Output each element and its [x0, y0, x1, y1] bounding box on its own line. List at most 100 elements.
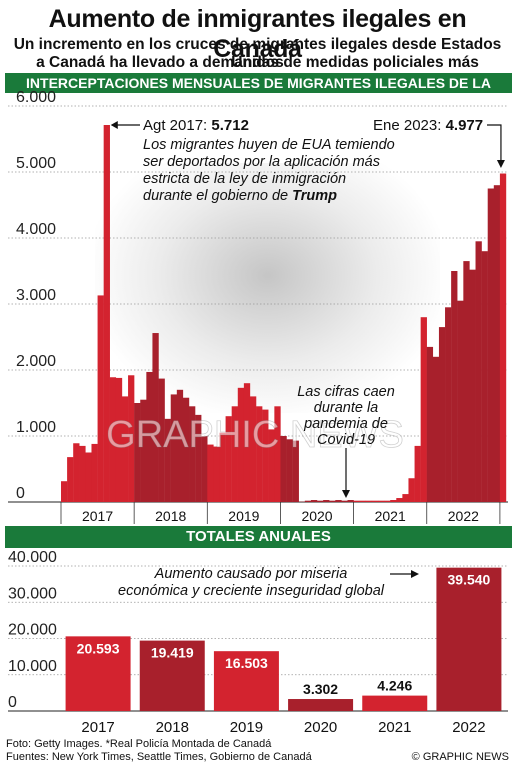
monthly-bar [274, 406, 281, 502]
monthly-bar [359, 500, 366, 502]
jan-2023-label-prefix: Ene 2023: [373, 117, 446, 134]
monthly-bar [268, 429, 275, 502]
monthly-bar [140, 399, 147, 502]
monthly-bar [445, 307, 452, 502]
annual-x-label: 2017 [81, 719, 114, 736]
covid-annotation: pandemia de [303, 416, 388, 432]
monthly-y-tick-label: 6.000 [16, 89, 56, 106]
monthly-bar [292, 440, 299, 502]
monthly-bar [195, 414, 202, 502]
monthly-bar [457, 300, 464, 502]
monthly-bar [97, 295, 104, 502]
peak-2017-explanation: durante el gobierno de Trump [143, 188, 337, 204]
monthly-bar [475, 241, 482, 503]
annual-bar [362, 695, 428, 711]
monthly-bar [438, 327, 446, 502]
jan-2023-label: Ene 2023: 4.977 [373, 117, 483, 134]
monthly-bar [128, 375, 135, 502]
annual-y-tick-label: 20.000 [8, 622, 57, 639]
monthly-bar [353, 500, 360, 502]
monthly-year-label: 2017 [82, 508, 113, 524]
monthly-bar [420, 317, 427, 502]
monthly-bar [85, 452, 92, 502]
monthly-bar [323, 500, 330, 502]
annual-value-label: 3.302 [303, 681, 338, 697]
monthly-chart-title: INTERCEPTACIONES MENSUALES DE MIGRANTES … [5, 73, 512, 111]
monthly-bar [164, 418, 171, 502]
jan-2023-arrow [487, 124, 502, 160]
monthly-bar [402, 494, 409, 502]
monthly-bar [371, 500, 379, 502]
monthly-bar [463, 261, 470, 502]
subtitle-line-1: Un incremento en los cruces de migrantes… [13, 36, 502, 71]
monthly-bar [262, 409, 269, 502]
monthly-bar [256, 406, 263, 502]
monthly-year-label: 2022 [448, 508, 479, 524]
monthly-bar [377, 500, 385, 502]
monthly-y-tick-label: 4.000 [16, 221, 56, 238]
monthly-bar [103, 125, 110, 503]
annual-x-label: 2021 [378, 719, 411, 736]
monthly-y-tick-label: 2.000 [16, 353, 56, 370]
annual-y-tick-label: 10.000 [8, 658, 57, 675]
annual-value-label: 20.593 [77, 640, 120, 656]
monthly-year-label: 2021 [375, 508, 406, 524]
monthly-bar [182, 397, 190, 502]
monthly-bar [365, 500, 373, 502]
monthly-bar [432, 356, 440, 502]
peak-2017-emphasis: Trump [292, 188, 337, 204]
peak-2017-explanation: Los migrantes huyen de EUA temiendo [143, 137, 395, 153]
monthly-bar [231, 406, 238, 502]
monthly-bar [225, 416, 232, 502]
monthly-year-label: 2020 [301, 508, 332, 524]
watermark: GRAPHIC NEWS [106, 414, 404, 456]
monthly-bar [237, 387, 245, 502]
monthly-bar [329, 500, 336, 502]
annual-value-label: 16.503 [225, 655, 268, 671]
monthly-bar [152, 333, 159, 502]
jan-2023-arrowhead [496, 160, 505, 168]
monthly-bar [347, 500, 354, 502]
annual-annotation: económica y creciente inseguridad global [118, 583, 385, 599]
peak-2017-explanation: ser deportados por la aplicación más [143, 154, 380, 170]
annual-x-label: 2019 [230, 719, 263, 736]
annual-x-label: 2020 [304, 719, 337, 736]
annual-bar [213, 651, 279, 711]
monthly-bar [79, 445, 86, 502]
annual-bar [288, 699, 354, 711]
annual-bar [65, 636, 131, 711]
monthly-bar [310, 500, 318, 502]
monthly-bar [146, 371, 153, 502]
monthly-bar [219, 432, 226, 502]
annual-bar [139, 640, 205, 711]
annual-x-label: 2022 [452, 719, 485, 736]
jan-2023-value: 4.977 [446, 117, 484, 134]
monthly-y-tick-label: 3.000 [16, 287, 56, 304]
monthly-bar [121, 396, 129, 502]
monthly-year-label: 2019 [228, 508, 259, 524]
peak-2017-value: 5.712 [211, 117, 249, 134]
monthly-bar [499, 173, 507, 502]
monthly-bar [243, 383, 251, 502]
credit: © GRAPHIC NEWS [411, 751, 509, 763]
monthly-bar [451, 271, 458, 502]
monthly-bar [170, 394, 178, 502]
peak-2017-arrowhead [110, 121, 118, 129]
monthly-bar [469, 269, 476, 502]
page-title: Aumento de inmigrantes ilegales en Canad… [48, 5, 467, 63]
monthly-bar [481, 251, 488, 502]
monthly-bar [158, 378, 165, 502]
monthly-bar [414, 445, 421, 502]
monthly-bar [317, 500, 324, 502]
monthly-bar [280, 436, 287, 502]
monthly-bar [91, 443, 98, 502]
monthly-bar [201, 436, 208, 502]
monthly-bar [408, 478, 415, 502]
monthly-bar [61, 481, 68, 502]
monthly-bar [493, 185, 501, 502]
monthly-bar [189, 406, 196, 502]
monthly-bar [304, 500, 312, 502]
covid-annotation: durante la [314, 400, 379, 416]
annual-annotation: Aumento causado por miseria [154, 566, 348, 582]
